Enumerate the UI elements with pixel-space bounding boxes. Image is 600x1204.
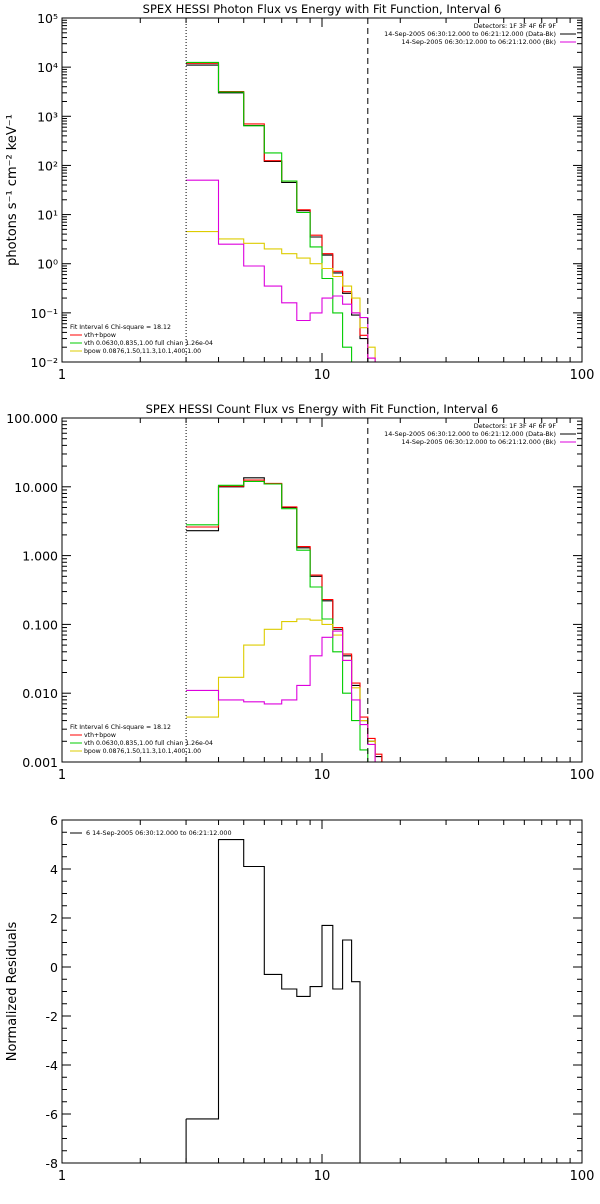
resid-ytick-label: 6 (50, 813, 58, 828)
photon-series-vth_green (186, 61, 389, 362)
count-ytick-label: 0.010 (22, 686, 58, 701)
count-xtick-label: 1 (58, 768, 66, 783)
photon-header-line: 14-Sep-2005 06:30:12.000 to 06:21:12.000… (401, 38, 556, 46)
resid-legend-line: 6 14-Sep-2005 06:30:12.000 to 06:21:12.0… (86, 829, 232, 837)
photon-ytick-label: 10⁴ (37, 60, 58, 75)
resid-series-data (186, 839, 368, 1163)
resid-ytick-label: -4 (46, 1058, 59, 1073)
count-ytick-label: 0.001 (22, 755, 58, 770)
resid-ylabel: Normalized Residuals (5, 922, 20, 1062)
count-xtick-label: 10 (314, 768, 331, 783)
photon-title: SPEX HESSI Photon Flux vs Energy with Fi… (143, 2, 502, 16)
count-series-group (186, 477, 389, 762)
resid-xtick-label: 100 (570, 1169, 595, 1184)
count-panel: SPEX HESSI Count Flux vs Energy with Fit… (6, 402, 594, 783)
count-series-vth_green (186, 480, 389, 762)
photon-ytick-label: 10⁻² (30, 355, 58, 370)
count-series-data (186, 477, 389, 762)
photon-xtick-label: 100 (570, 368, 595, 383)
count-header-line: 14-Sep-2005 06:30:12.000 to 06:21:12.000… (401, 438, 556, 446)
photon-header-line: Detectors: 1F 3F 4F 6F 9F (474, 22, 557, 30)
photon-legend-line: vth+bpow (84, 332, 116, 339)
count-series-bk (186, 630, 389, 762)
count-xtick-label: 100 (570, 768, 595, 783)
resid-frame (61, 819, 583, 1164)
resid-ytick-label: -8 (46, 1156, 59, 1171)
resid-ytick-label: 0 (50, 960, 58, 975)
count-ytick-label: 100.000 (6, 411, 58, 426)
photon-series-data (186, 64, 389, 362)
photon-series-bpow (186, 231, 389, 362)
photon-xtick-label: 1 (58, 368, 66, 383)
count-legend-line: bpow 0.0876,1.50,11.3,10.1,400,1.00 (84, 748, 201, 755)
photon-series-group (186, 61, 389, 362)
resid-ytick-label: -2 (46, 1009, 58, 1024)
resid-ytick-label: -6 (46, 1107, 59, 1122)
photon-legend-line: Fit Interval 6 Chi-square = 18.12 (70, 324, 171, 331)
photon-ylabel: photons s⁻¹ cm⁻² keV⁻¹ (5, 114, 20, 266)
photon-panel: SPEX HESSI Photon Flux vs Energy with Fi… (5, 2, 594, 383)
photon-header-line: 14-Sep-2005 06:30:12.000 to 06:21:12.000… (384, 30, 556, 38)
count-ytick-label: 0.100 (22, 617, 58, 632)
count-header-line: 14-Sep-2005 06:30:12.000 to 06:21:12.000… (384, 430, 556, 438)
resid-series-group (185, 839, 368, 1163)
photon-ytick-label: 10⁵ (37, 11, 58, 26)
count-ytick-label: 1.000 (22, 549, 58, 564)
photon-xtick-label: 10 (314, 368, 331, 383)
photon-legend-line: vth 0.0630,0.835,1.00 full chian 1.26e-0… (84, 340, 213, 347)
count-legend-line: Fit Interval 6 Chi-square = 18.12 (70, 724, 171, 731)
photon-legend-line: bpow 0.0876,1.50,11.3,10.1,400,1.00 (84, 348, 201, 355)
photon-ytick-label: 10⁻¹ (30, 306, 58, 321)
count-header-line: Detectors: 1F 3F 4F 6F 9F (474, 422, 557, 430)
count-series-vth (186, 479, 389, 762)
resid-ytick-label: 4 (50, 862, 58, 877)
count-legend-line: vth+bpow (84, 732, 116, 739)
resid-panel: Normalized Residuals 1 10 100 -8 -6 -4 -2 0 2 4 6 6 … (5, 813, 594, 1184)
photon-ytick-label: 10⁰ (37, 257, 58, 272)
resid-ytick-label: 2 (50, 911, 58, 926)
resid-xtick-label: 1 (58, 1169, 66, 1184)
count-ytick-label: 10.000 (14, 480, 58, 495)
resid-xtick-label: 10 (314, 1169, 331, 1184)
count-title: SPEX HESSI Count Flux vs Energy with Fit… (146, 402, 499, 416)
photon-ytick-label: 10² (37, 158, 58, 173)
photon-series-vth (186, 62, 389, 362)
photon-ytick-label: 10³ (37, 109, 58, 124)
photon-series-bk (186, 179, 389, 362)
count-legend-line: vth 0.0630,0.835,1.00 full chian 1.26e-0… (84, 740, 213, 747)
photon-ytick-label: 10¹ (37, 208, 58, 223)
